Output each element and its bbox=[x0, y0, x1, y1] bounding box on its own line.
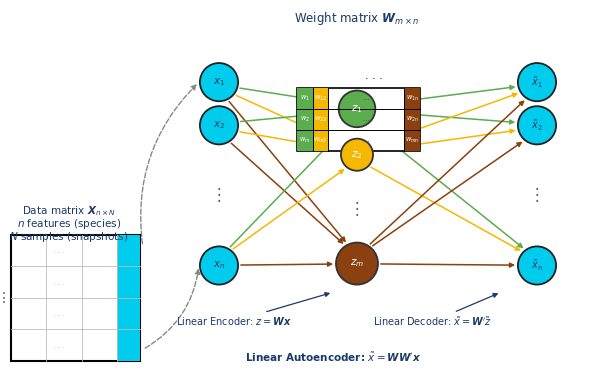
Text: Linear Autoencoder: $\tilde{x} = \boldsymbol{W}\boldsymbol{W}'\boldsymbol{x}$: Linear Autoencoder: $\tilde{x} = \boldsy… bbox=[245, 351, 421, 364]
Ellipse shape bbox=[341, 139, 373, 171]
Text: . . .: . . . bbox=[53, 278, 64, 287]
Text: $z_1$: $z_1$ bbox=[351, 103, 363, 115]
Bar bbox=[297, 88, 313, 151]
Ellipse shape bbox=[200, 246, 238, 285]
Bar bbox=[404, 88, 420, 151]
Ellipse shape bbox=[518, 63, 556, 101]
Text: Data matrix $\boldsymbol{X}_{n \times N}$: Data matrix $\boldsymbol{X}_{n \times N}… bbox=[22, 204, 116, 218]
Ellipse shape bbox=[336, 243, 378, 285]
Text: $x_n$: $x_n$ bbox=[213, 260, 225, 271]
Text: . . .: . . . bbox=[53, 246, 64, 255]
Bar bbox=[313, 88, 328, 151]
Text: $w_{mn}$: $w_{mn}$ bbox=[405, 136, 419, 145]
Text: $\tilde{x}_2$: $\tilde{x}_2$ bbox=[531, 118, 543, 133]
Text: $w_1$: $w_1$ bbox=[300, 94, 310, 103]
Text: ⋮: ⋮ bbox=[211, 186, 227, 204]
Text: $w_m$: $w_m$ bbox=[299, 136, 311, 145]
Text: $\cdots$: $\cdots$ bbox=[362, 96, 370, 101]
Text: $z_m$: $z_m$ bbox=[350, 258, 364, 269]
Text: $x_2$: $x_2$ bbox=[213, 120, 225, 131]
Ellipse shape bbox=[200, 63, 238, 101]
Text: $\tilde{x}_1$: $\tilde{x}_1$ bbox=[531, 75, 543, 89]
Text: ⋮: ⋮ bbox=[529, 186, 545, 204]
Bar bbox=[11, 235, 140, 361]
Ellipse shape bbox=[200, 106, 238, 144]
Text: $w_{2n}$: $w_{2n}$ bbox=[406, 115, 419, 124]
Text: $\cdots$: $\cdots$ bbox=[362, 138, 370, 143]
Ellipse shape bbox=[338, 91, 376, 127]
Text: Linear Decoder: $\tilde{x} = \boldsymbol{W}'\tilde{z}$: Linear Decoder: $\tilde{x} = \boldsymbol… bbox=[373, 294, 497, 328]
Text: ⋮: ⋮ bbox=[0, 291, 11, 305]
Text: $w_2$: $w_2$ bbox=[300, 115, 310, 124]
Text: $w_{12}$: $w_{12}$ bbox=[314, 94, 327, 103]
Bar bbox=[297, 88, 420, 151]
Ellipse shape bbox=[518, 246, 556, 285]
Text: $z_2$: $z_2$ bbox=[352, 149, 362, 160]
Text: . . .: . . . bbox=[53, 309, 64, 318]
Bar bbox=[117, 235, 140, 361]
Text: $N$ samples (snapshots): $N$ samples (snapshots) bbox=[10, 230, 128, 244]
Text: $w_{22}$: $w_{22}$ bbox=[314, 115, 327, 124]
Text: $w_{m2}$: $w_{m2}$ bbox=[313, 136, 328, 145]
Text: Weight matrix $\boldsymbol{W}_{m \times n}$: Weight matrix $\boldsymbol{W}_{m \times … bbox=[295, 10, 419, 27]
Text: . . .: . . . bbox=[53, 341, 64, 350]
Text: $\tilde{x}_n$: $\tilde{x}_n$ bbox=[531, 258, 543, 273]
Text: . . .: . . . bbox=[365, 71, 382, 81]
Text: Linear Encoder: $z = \boldsymbol{W}\boldsymbol{x}$: Linear Encoder: $z = \boldsymbol{W}\bold… bbox=[176, 293, 329, 327]
Text: $w_{1n}$: $w_{1n}$ bbox=[406, 94, 419, 103]
Text: $x_1$: $x_1$ bbox=[213, 76, 225, 88]
Text: $\cdots$: $\cdots$ bbox=[362, 117, 370, 122]
Text: $n$ features (species): $n$ features (species) bbox=[17, 217, 121, 231]
Ellipse shape bbox=[518, 106, 556, 144]
Text: ⋮: ⋮ bbox=[349, 200, 365, 218]
